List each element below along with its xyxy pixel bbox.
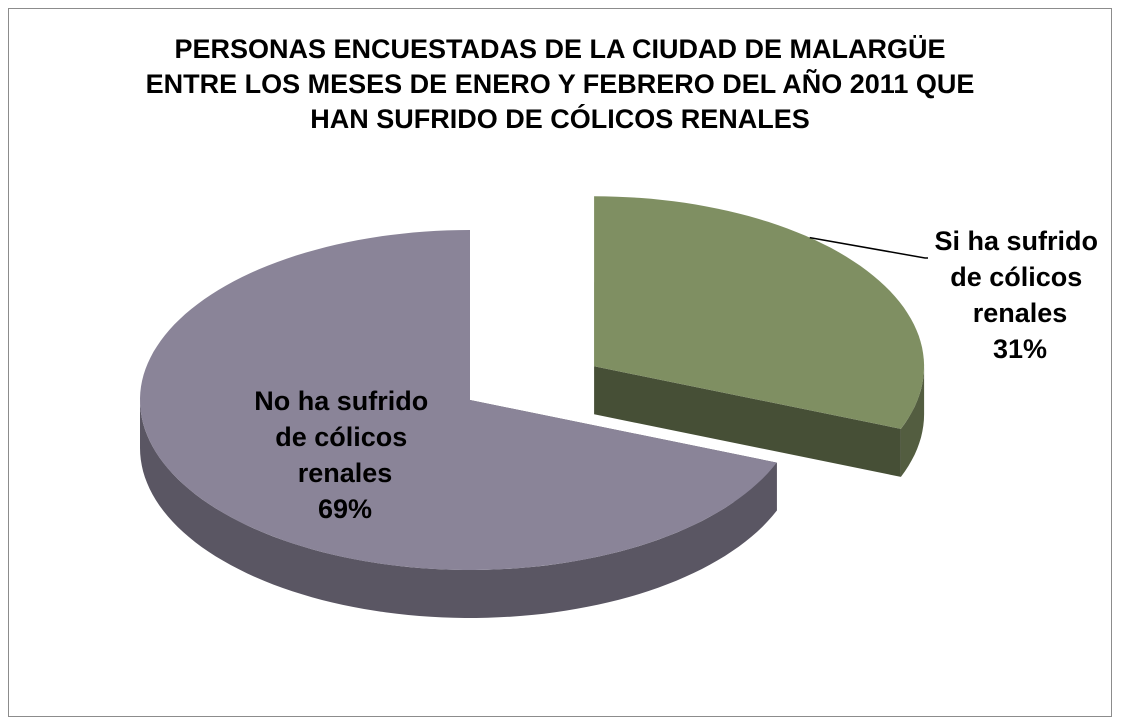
data-label-value: 31% [993,334,1047,364]
slice-cut-face [594,366,901,477]
data-label-category: No ha sufrido de cólicos renales [254,386,436,488]
slice-side [900,366,925,477]
pie-slice [594,196,925,477]
leader-line [809,236,928,259]
chart-title: PERSONAS ENCUESTADAS DE LA CIUDAD DE MAL… [145,34,975,134]
label-line: renales [973,298,1068,328]
label-line: renales [298,458,393,488]
label-line: Si ha sufrido [934,226,1105,256]
label-line: de cólicos [950,262,1090,292]
data-label-value: 69% [318,494,372,524]
slice-top [140,230,777,570]
label-line: No ha sufrido [254,386,436,416]
pie-slice [140,230,777,618]
label-line: de cólicos [275,422,415,452]
data-label-category: Si ha sufrido de cólicos renales [934,226,1105,328]
slice-side [140,400,777,618]
slice-top [594,196,925,429]
chart-frame [8,8,1112,717]
